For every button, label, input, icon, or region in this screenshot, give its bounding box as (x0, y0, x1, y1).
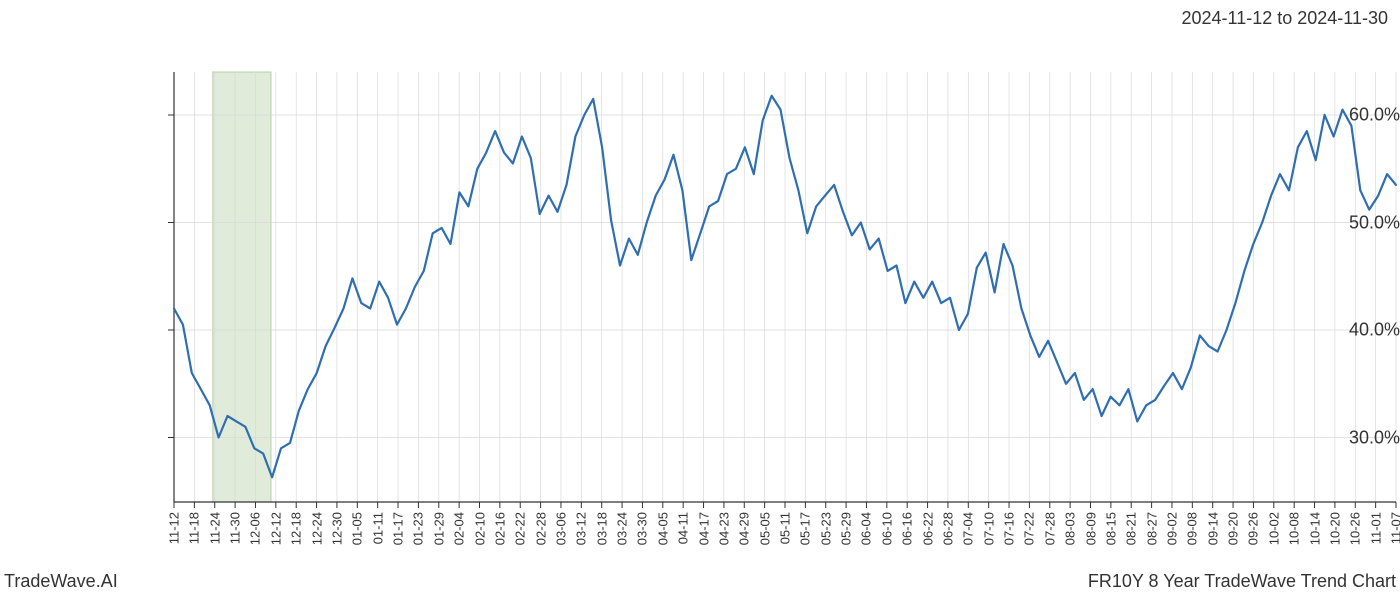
x-tick-label: 11-07 (1389, 512, 1400, 544)
x-tick-label: 08-21 (1124, 512, 1139, 545)
x-tick-label: 10-08 (1287, 512, 1302, 545)
x-tick-label: 02-28 (533, 512, 548, 545)
x-tick-label: 04-17 (696, 512, 711, 545)
x-tick-label: 11-24 (207, 512, 222, 544)
x-tick-label: 12-06 (248, 512, 263, 545)
x-tick-label: 05-11 (778, 512, 793, 544)
x-tick-label: 08-27 (1144, 512, 1159, 545)
x-tick-label: 09-26 (1246, 512, 1261, 545)
x-tick-label: 04-05 (655, 512, 670, 545)
x-tick-label: 06-04 (859, 512, 874, 545)
x-tick-label: 02-04 (452, 512, 467, 545)
x-tick-label: 03-18 (594, 512, 609, 545)
y-tick-label: 30.0% (1240, 427, 1400, 448)
x-tick-label: 09-20 (1226, 512, 1241, 545)
x-tick-label: 02-22 (513, 512, 528, 545)
x-tick-label: 11-01 (1368, 512, 1383, 544)
x-tick-label: 03-12 (574, 512, 589, 545)
x-tick-label: 07-10 (981, 512, 996, 545)
x-tick-label: 10-14 (1307, 512, 1322, 545)
x-tick-label: 01-11 (370, 512, 385, 544)
x-tick-label: 01-29 (431, 512, 446, 545)
x-tick-label: 03-30 (635, 512, 650, 545)
x-tick-label: 11-30 (228, 512, 243, 544)
x-tick-label: 07-04 (961, 512, 976, 545)
x-tick-label: 05-29 (839, 512, 854, 545)
x-tick-label: 02-16 (492, 512, 507, 545)
x-tick-label: 08-03 (1063, 512, 1078, 545)
x-tick-label: 06-10 (879, 512, 894, 545)
x-tick-label: 09-14 (1205, 512, 1220, 545)
x-tick-label: 12-30 (329, 512, 344, 545)
x-tick-label: 01-05 (350, 512, 365, 545)
x-tick-label: 02-10 (472, 512, 487, 545)
chart-container: 30.0% 40.0% 50.0% 60.0% 11-12 11-18 11-24 11-3… (0, 32, 1400, 572)
trend-chart (0, 32, 1400, 572)
date-range-label: 2024-11-12 to 2024-11-30 (1182, 8, 1389, 29)
x-tick-label: 07-16 (1002, 512, 1017, 545)
x-tick-label: 05-23 (818, 512, 833, 545)
y-tick-label: 50.0% (1240, 212, 1400, 233)
x-tick-label: 07-28 (1042, 512, 1057, 545)
x-tick-label: 04-11 (676, 512, 691, 544)
x-tick-label: 05-05 (757, 512, 772, 545)
x-tick-label: 10-20 (1327, 512, 1342, 545)
x-tick-label: 03-06 (553, 512, 568, 545)
x-tick-label: 06-16 (900, 512, 915, 545)
y-tick-label: 40.0% (1240, 320, 1400, 341)
x-tick-label: 07-22 (1022, 512, 1037, 545)
x-tick-label: 01-23 (411, 512, 426, 545)
x-tick-label: 09-02 (1164, 512, 1179, 545)
x-tick-label: 12-18 (289, 512, 304, 545)
x-tick-label: 04-23 (716, 512, 731, 545)
x-tick-label: 10-26 (1348, 512, 1363, 545)
x-tick-label: 04-29 (737, 512, 752, 545)
x-tick-label: 10-02 (1266, 512, 1281, 545)
x-tick-label: 08-09 (1083, 512, 1098, 545)
x-tick-label: 12-24 (309, 512, 324, 545)
x-tick-label: 11-18 (187, 512, 202, 544)
x-tick-label: 09-08 (1185, 512, 1200, 545)
x-tick-label: 01-17 (391, 512, 406, 545)
x-tick-label: 08-15 (1103, 512, 1118, 545)
x-tick-label: 11-12 (167, 512, 182, 544)
x-tick-label: 12-12 (268, 512, 283, 545)
x-tick-label: 05-17 (798, 512, 813, 545)
y-tick-label: 60.0% (1240, 105, 1400, 126)
x-tick-label: 06-22 (920, 512, 935, 545)
x-tick-label: 03-24 (615, 512, 630, 545)
x-tick-label: 06-28 (940, 512, 955, 545)
